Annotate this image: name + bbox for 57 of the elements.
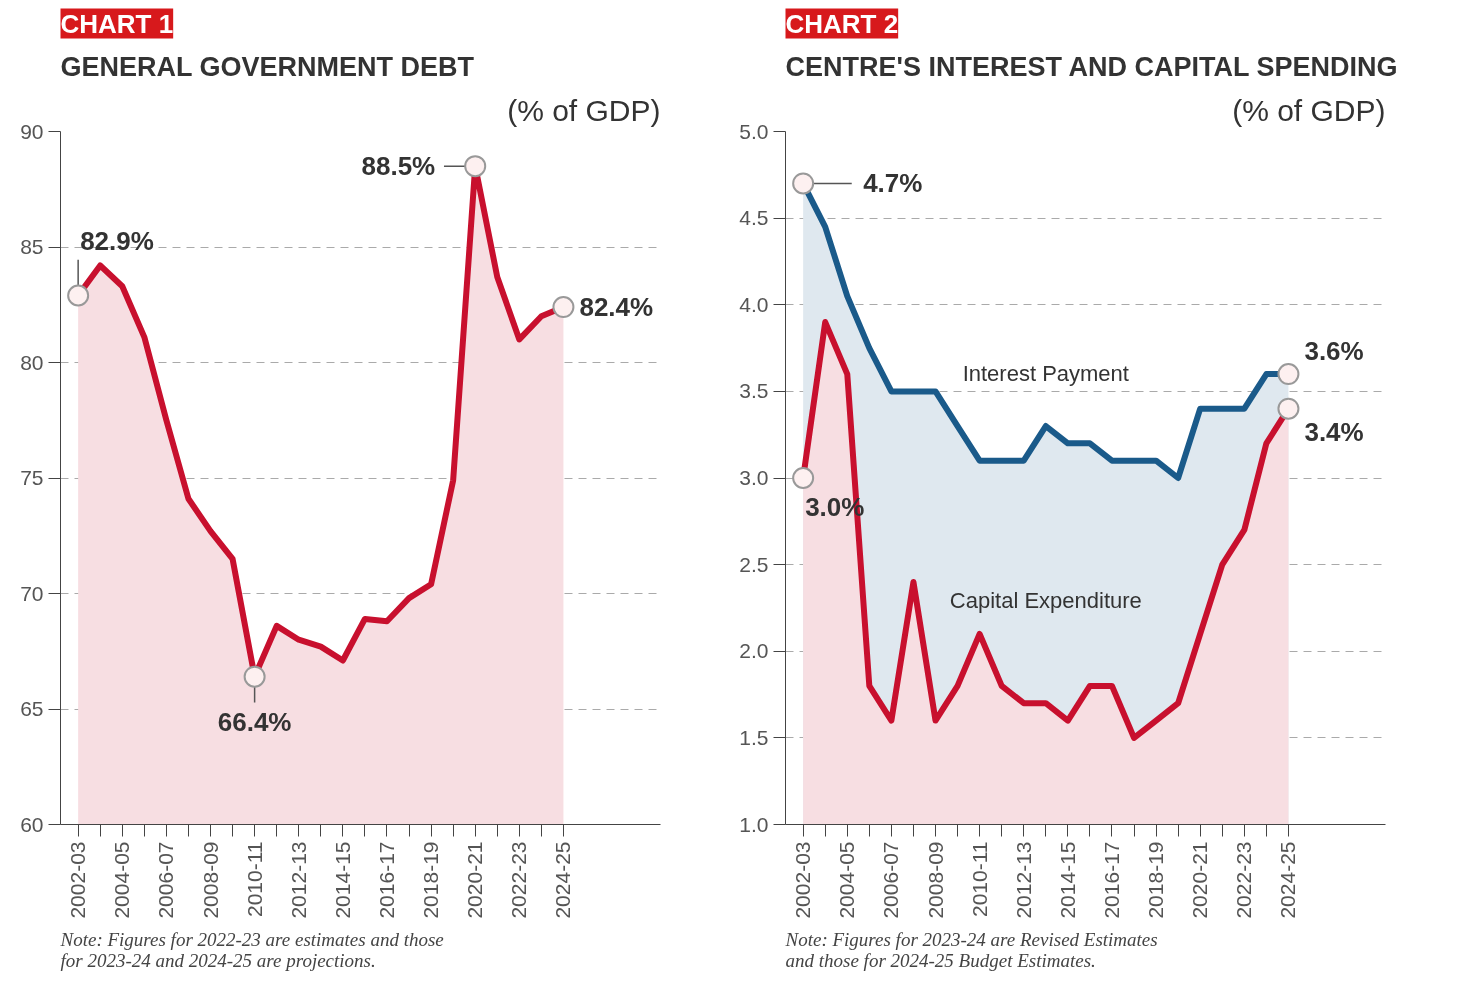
x-tick-label: 2018-19 — [419, 841, 443, 919]
x-tick-label: 2010-11 — [967, 841, 991, 918]
x-tick-label: 2014-15 — [1055, 841, 1079, 919]
y-tick-label: 5.0 — [739, 119, 769, 143]
text: Note: Figures for 2022-23 are estimates and those for 2023-24 and 2024-25 are projections. — [59, 928, 444, 971]
x-tick-label: 2020-21 — [1188, 841, 1212, 919]
x-tick-label: 2006-07 — [879, 841, 903, 919]
x-tick-label: 2002-03 — [791, 841, 815, 919]
x-tick-label: 2012-13 — [286, 841, 310, 919]
x-tick-label: 2004-05 — [110, 841, 134, 919]
x-tick-label: 2010-11 — [242, 841, 266, 918]
x-tick-label: 2020-21 — [463, 841, 487, 919]
y-tick-label: 1.0 — [739, 812, 769, 836]
y-tick-label: 90 — [20, 119, 44, 143]
y-tick-label: 85 — [20, 235, 44, 258]
annotation: 3.4% — [1304, 416, 1364, 447]
x-tick-label: 2008-09 — [923, 841, 947, 919]
x-tick-label: 2018-19 — [1144, 841, 1168, 919]
annotation: 82.9% — [80, 225, 154, 256]
y-tick-label: 80 — [20, 350, 44, 374]
caption: CHART 1 — [60, 8, 174, 39]
x-tick-label: 2022-23 — [507, 841, 531, 919]
y-tick-label: 60 — [20, 812, 44, 836]
chart-title: GENERAL GOVERNMENT DEBT — [60, 51, 475, 82]
y-tick-label: 1.5 — [739, 725, 769, 749]
y-tick-label: 70 — [20, 581, 44, 605]
y-axis-title: (% of GDP) — [507, 93, 661, 127]
x-tick-label: 2022-23 — [1232, 841, 1256, 919]
x-tick-label: 2002-03 — [66, 841, 90, 919]
annotation: 4.7% — [863, 168, 923, 199]
x-tick-label: 2024-25 — [551, 841, 575, 919]
y-tick-label: 75 — [20, 466, 44, 489]
series-label: Interest Payment — [962, 361, 1129, 387]
y-axis-title: (% of GDP) — [1232, 93, 1386, 127]
chart-title: CENTRE'S INTEREST AND CAPITAL SPENDING — [785, 51, 1398, 82]
x-tick-label: 2014-15 — [330, 841, 354, 919]
text: Note: Figures for 2023-24 are Revised Estimates and those for 2024-25 Budget Estimates. — [784, 928, 1158, 971]
caption: CHART 2 — [785, 8, 899, 39]
y-tick-label: 2.5 — [739, 552, 769, 576]
x-tick-label: 2004-05 — [835, 841, 859, 919]
x-tick-label: 2024-25 — [1276, 841, 1300, 919]
x-tick-label: 2016-17 — [1099, 841, 1123, 919]
x-tick-label: 2012-13 — [1011, 841, 1035, 919]
x-tick-label: 2008-09 — [198, 841, 222, 919]
x-tick-label: 2006-07 — [154, 841, 178, 919]
y-tick-label: 4.0 — [739, 292, 769, 316]
y-tick-label: 2.0 — [739, 639, 769, 663]
series-label: Capital Expenditure — [949, 588, 1142, 614]
y-tick-label: 4.5 — [739, 206, 769, 230]
annotation: 88.5% — [361, 151, 436, 182]
y-tick-label: 3.0 — [739, 466, 769, 489]
annotation: 66.4% — [217, 706, 292, 737]
annotation: 3.6% — [1304, 336, 1364, 367]
y-tick-label: 3.5 — [739, 379, 769, 403]
x-tick-label: 2016-17 — [374, 841, 398, 919]
y-tick-label: 65 — [20, 697, 44, 720]
annotation: 82.4% — [579, 292, 654, 323]
